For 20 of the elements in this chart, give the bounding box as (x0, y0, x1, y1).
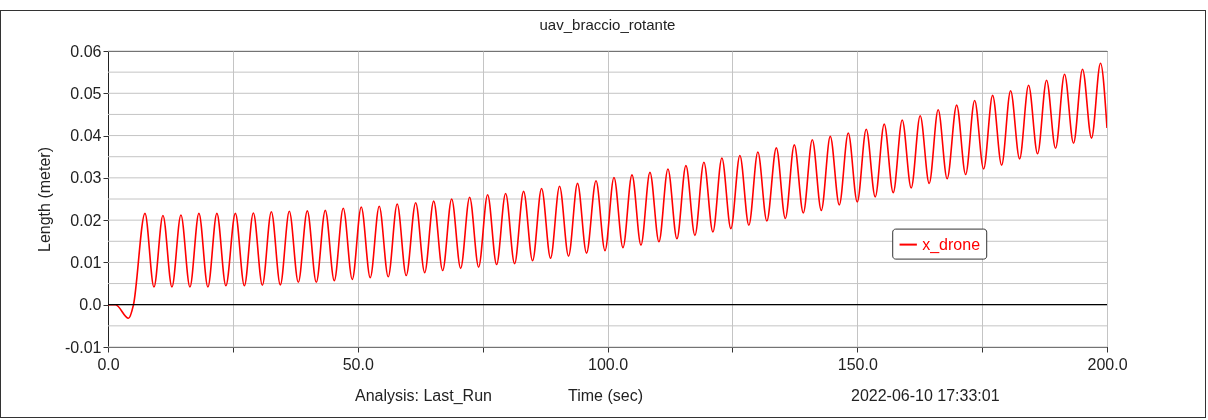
y-axis-title: Length (meter) (36, 147, 54, 252)
y-tick-label: 0.05 (70, 84, 102, 102)
text: Analysis: Last_Run (355, 387, 492, 405)
line-series (108, 62, 1107, 320)
chart-title: uav_braccio_rotante (539, 16, 676, 33)
y-tick-label: 0.03 (70, 169, 102, 187)
y-tick-label: -0.01 (65, 338, 102, 356)
x-tick-label: 100.0 (587, 355, 629, 373)
x-tick-label: 0.0 (97, 355, 120, 373)
y-tick-label: 0.04 (70, 127, 102, 145)
y-tick-label: 0.06 (70, 42, 102, 60)
y-tick-label: 0.01 (70, 253, 102, 271)
y-tick-label: 0.0 (79, 296, 102, 314)
text: 2022-06-10 17:33:01 (851, 387, 1000, 405)
legend-label: x_drone (922, 235, 981, 254)
y-tick-label: 0.02 (70, 211, 102, 229)
x-tick-label: 50.0 (342, 355, 374, 373)
x-tick-label: 150.0 (837, 355, 878, 373)
x-axis-title: Time (sec) (568, 387, 643, 405)
x-tick-label: 200.0 (1087, 355, 1128, 373)
